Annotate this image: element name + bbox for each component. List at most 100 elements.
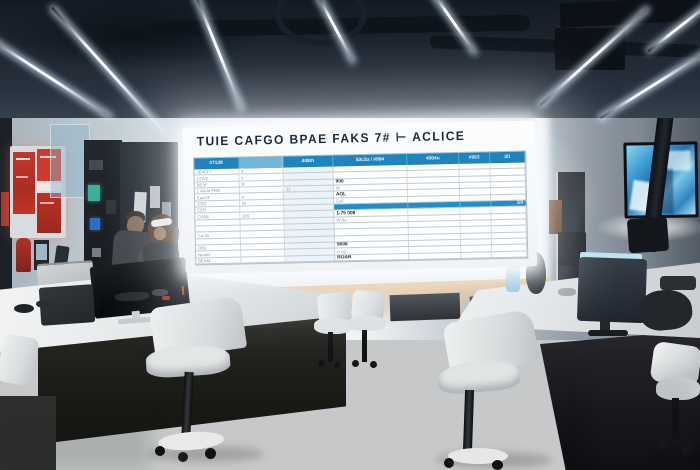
ceiling [0,0,700,135]
desk-item [152,289,168,296]
table-cell [240,230,286,238]
table-cell [459,182,492,189]
table-cell [460,207,492,214]
table-cell [240,224,286,231]
table-cell [284,223,335,230]
table-cell [285,242,336,249]
table-cell [284,217,335,224]
poster [150,186,160,208]
table-cell: CA 90 [195,231,241,239]
product-thumb [106,200,116,214]
table-cell: ba [239,199,285,206]
table-cell [408,208,461,215]
table-cell [284,210,335,218]
right-monitor-foot [588,330,628,336]
table-cell [492,238,527,245]
desk-item-red [162,296,170,300]
wood-panel [549,200,562,234]
table-cell [491,206,527,213]
table-cell [490,181,526,188]
table-cell [195,238,241,245]
table-cell [408,214,461,222]
table-cell [240,256,286,263]
table-cell: 1 AA AI FI98 [194,187,240,194]
table-cell [491,232,527,239]
table-cell [460,226,492,233]
table-cell: CER [195,206,240,213]
table-cell [460,251,493,258]
chair-seat [314,318,352,334]
table-cell [283,166,334,173]
chair-caster [318,360,325,367]
chair-pole [362,330,367,362]
chair-caster [334,362,341,369]
product-thumb [92,248,101,257]
table-cell [195,219,241,226]
chair-seat [656,378,700,400]
background-equipment [389,292,461,322]
table-cell [240,218,285,225]
tv-mount-foot [626,216,670,254]
chair-pole [672,398,679,440]
chair-caster [205,448,216,459]
shelf-display-screen [36,244,47,260]
table-cell [408,189,460,196]
table-cell: a [239,167,284,174]
table-cell [240,237,286,244]
table-cell [283,172,334,180]
table-cell: 11 [284,185,334,192]
table-cell [408,201,460,209]
table-cell: 100 [239,211,285,219]
table-cell [459,175,491,182]
table-cell [460,239,493,246]
table-cell [491,219,527,226]
desk-item [660,276,696,290]
table-cell [407,170,460,177]
table-cell [284,198,335,205]
red-display-textline [40,156,56,158]
edge-chair-back [0,333,40,387]
table-cell [285,255,336,262]
floor-shadow [0,420,150,470]
table-cell [490,162,526,169]
desk-bowl [14,304,34,313]
hvac-box [555,28,625,70]
table-cell [284,191,334,199]
table-cell [285,236,335,243]
table-cell [240,243,286,250]
table-cell: JEACFI [194,168,240,175]
edge-chair-base [0,396,56,470]
red-display-block [37,193,61,233]
table-cell [409,252,462,259]
table-cell: M [239,180,285,187]
poster [162,202,171,218]
right-monitor-stand [600,318,610,332]
chair-caster [370,361,377,368]
left-strip-red-accent [1,192,9,226]
table-cell [459,188,492,195]
table-cell [460,232,493,239]
table-cell: BEAF [194,181,240,188]
table-cell [408,176,460,184]
table-cell: EanOF [194,193,240,201]
round-duct [275,0,367,46]
table-cell [459,163,491,170]
table-cell [239,205,285,212]
table-cell [409,227,461,234]
chair-caster [155,446,165,456]
person-female [140,208,185,301]
table-cell [460,245,493,252]
red-display-panel [10,146,66,238]
table-cell [491,213,527,220]
table-cell: NearN [196,250,241,258]
person-female-face [154,227,166,240]
table-cell [283,179,334,186]
table-cell: ORu [195,244,241,251]
desk-glass-item [558,288,576,296]
table-cell [492,244,528,251]
table-cell: 2002 [195,200,240,207]
shelf-device-red [16,238,31,272]
product-thumb [88,185,100,201]
table-cell [408,182,460,190]
